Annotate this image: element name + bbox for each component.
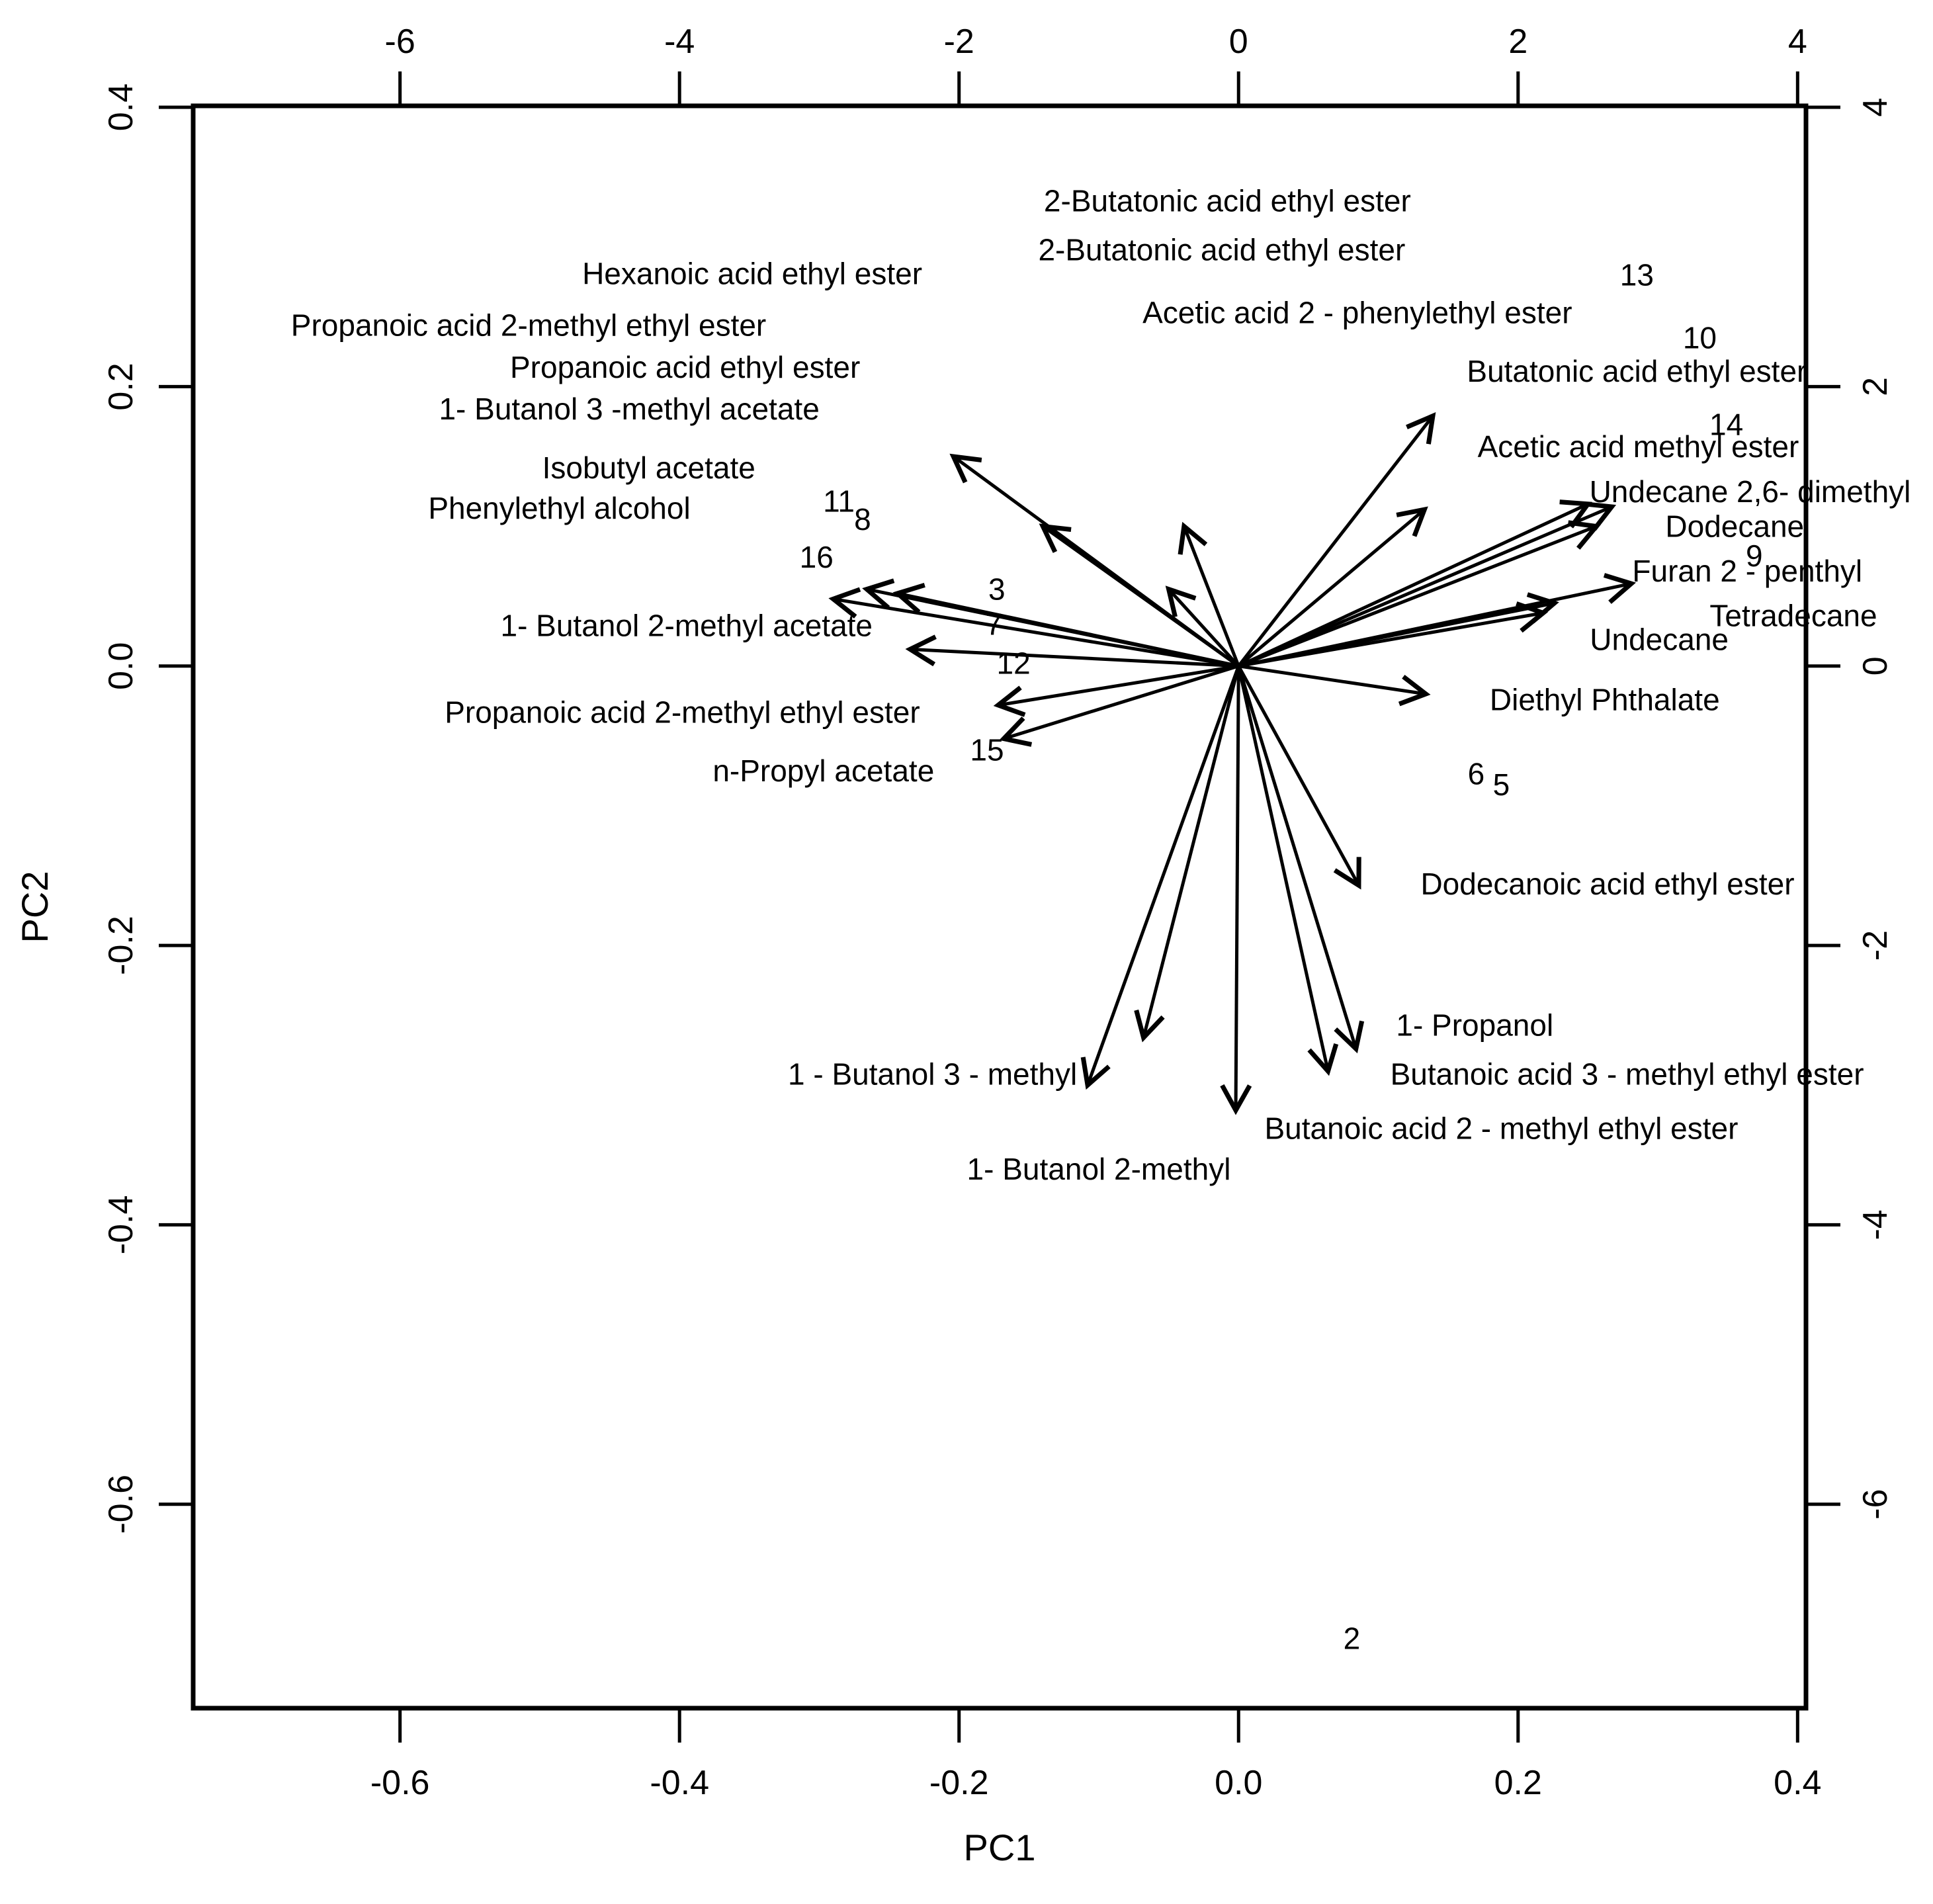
- point-number: 2: [1344, 1621, 1361, 1655]
- axis-tick-label: 4: [1856, 98, 1895, 117]
- loading-arrow: [1238, 601, 1549, 668]
- compound-label: Dodecane: [1665, 509, 1804, 544]
- axis-tick-label: -2: [944, 22, 974, 61]
- plot-border: [191, 103, 1809, 1711]
- point-number: 10: [1683, 321, 1717, 355]
- point-number: 13: [1620, 258, 1654, 292]
- loading-arrow: [1080, 665, 1240, 1090]
- y-axis-title: PC2: [14, 871, 56, 943]
- compound-label: Undecane: [1590, 623, 1729, 657]
- x-axis-title: PC1: [964, 1827, 1036, 1868]
- loading-arrow: [993, 664, 1239, 717]
- compound-label: n-Propyl acetate: [712, 754, 934, 788]
- compound-label: 1- Butanol 2-methyl acetate: [500, 609, 873, 643]
- axis-tick-label: 0.2: [1494, 1764, 1542, 1802]
- point-number: 3: [988, 572, 1006, 607]
- point-number: 6: [1468, 756, 1485, 791]
- compound-label: Propanoic acid 2-methyl ethyl ester: [445, 695, 920, 729]
- compound-label: Phenylethyl alcohol: [428, 491, 690, 525]
- loading-arrow: [1220, 666, 1252, 1115]
- axis-tick-label: -0.4: [102, 1195, 140, 1255]
- point-number: 5: [1493, 767, 1510, 802]
- compound-label: 1- Propanol: [1396, 1008, 1553, 1042]
- axis-tick-label: -0.2: [929, 1764, 989, 1802]
- loading-arrow: [1237, 665, 1361, 890]
- axis-tick-label: 0.2: [102, 363, 140, 410]
- loading-arrow: [905, 634, 1239, 668]
- loading-arrow: [1039, 523, 1240, 668]
- point-numbers: 13 10 14 118 16 3 9 7 12 15 6 5 2: [800, 258, 1763, 1656]
- axis-tick-label: -0.6: [370, 1764, 430, 1802]
- axis-tick-label: -4: [1856, 1209, 1895, 1240]
- axis-tick-label: 0: [1856, 656, 1895, 675]
- axis-tick-label: 0.0: [1215, 1764, 1262, 1802]
- loading-arrow: [1178, 521, 1240, 667]
- compound-label: Acetic acid methyl ester: [1478, 429, 1799, 464]
- loading-arrow: [1237, 412, 1436, 668]
- axis-tick-label: -2: [1856, 930, 1895, 961]
- point-number: 12: [997, 646, 1031, 681]
- compound-label: 1 - Butanol 3 - methyl: [788, 1057, 1077, 1091]
- loading-arrow: [892, 582, 1239, 668]
- axis-tick-label: 0.0: [102, 642, 140, 690]
- loading-arrow: [1238, 499, 1593, 668]
- compound-label: Furan 2 - penthyl: [1632, 554, 1862, 588]
- loading-arrow: [1236, 666, 1365, 1054]
- compound-label: Diethyl Phthalate: [1490, 682, 1720, 716]
- loading-arrow: [1236, 666, 1339, 1076]
- point-number: 7: [986, 607, 1003, 641]
- axis-top: -6 -4 -2 0 2 4: [385, 22, 1807, 106]
- compound-label: 1- Butanol 2-methyl: [967, 1152, 1231, 1186]
- compound-label: Isobutyl acetate: [542, 451, 755, 485]
- axis-tick-label: 2: [1856, 377, 1895, 396]
- point-number: 16: [800, 540, 834, 574]
- axis-tick-label: 0: [1229, 22, 1248, 61]
- compound-label: 2-Butatonic acid ethyl ester: [1038, 232, 1405, 267]
- axis-tick-label: -6: [385, 22, 415, 61]
- compound-label: Hexanoic acid ethyl ester: [582, 256, 922, 290]
- loading-arrow: [1238, 664, 1431, 707]
- axis-tick-label: -0.2: [102, 916, 140, 975]
- compound-label: Propanoic acid 2-methyl ethyl ester: [291, 308, 766, 343]
- plot-frame: [191, 103, 1809, 1711]
- point-number: 14: [1709, 407, 1743, 441]
- compound-label: Dodecanoic acid ethyl ester: [1420, 867, 1794, 901]
- compound-label: Butanoic acid 3 - methyl ethyl ester: [1391, 1057, 1864, 1091]
- axis-right: 4 2 0 -2 -4 -6: [1806, 98, 1895, 1520]
- loading-arrow: [999, 664, 1240, 747]
- axis-tick-label: -6: [1856, 1489, 1895, 1520]
- axis-tick-label: 4: [1788, 22, 1807, 61]
- loading-arrow: [1238, 501, 1617, 668]
- point-number: 9: [1746, 539, 1763, 573]
- axis-tick-label: -4: [664, 22, 695, 61]
- axis-bottom: -0.6 -0.4 -0.2 0.0 0.2 0.4 PC1: [370, 1708, 1821, 1868]
- axis-tick-label: 0.4: [1774, 1764, 1821, 1802]
- axis-tick-label: 0.4: [102, 83, 140, 131]
- axis-tick-label: -0.4: [650, 1764, 709, 1802]
- loading-arrow: [1134, 666, 1240, 1043]
- point-number: 11: [823, 484, 855, 519]
- compound-label: Butatonic acid ethyl ester: [1467, 354, 1807, 388]
- loading-arrow: [1238, 520, 1601, 668]
- compound-label: Propanoic acid ethyl ester: [510, 350, 860, 384]
- point-number: 15: [970, 732, 1004, 767]
- compound-label: Acetic acid 2 - phenylethyl ester: [1142, 296, 1572, 330]
- loading-arrow: [1237, 506, 1428, 668]
- compound-label: Undecane 2,6- dimethyl: [1590, 474, 1911, 509]
- compound-label: 1- Butanol 3 -methyl acetate: [439, 392, 819, 426]
- loading-arrow: [1165, 585, 1240, 668]
- compound-label: Tetradecane: [1709, 599, 1877, 633]
- compound-label: 2-Butatonic acid ethyl ester: [1044, 184, 1411, 218]
- loading-arrows: [828, 412, 1637, 1115]
- compound-labels: 2-Butatonic acid ethyl ester 2-Butatonic …: [291, 184, 1911, 1186]
- point-number: 8: [854, 502, 871, 537]
- compound-label: Butanoic acid 2 - methyl ethyl ester: [1264, 1111, 1738, 1146]
- axis-left: 0.4 0.2 0.0 -0.2 -0.4 -0.6 PC2: [14, 83, 193, 1534]
- axis-tick-label: -0.6: [102, 1475, 140, 1534]
- axis-tick-label: 2: [1508, 22, 1527, 61]
